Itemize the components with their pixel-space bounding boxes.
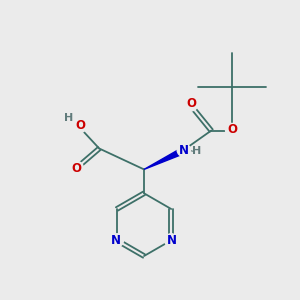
Text: H: H xyxy=(192,146,202,157)
Circle shape xyxy=(226,123,239,136)
Polygon shape xyxy=(144,149,183,170)
Circle shape xyxy=(70,161,83,175)
Text: O: O xyxy=(75,119,85,132)
Text: N: N xyxy=(179,143,189,157)
Circle shape xyxy=(177,143,190,157)
Text: N: N xyxy=(167,234,177,248)
Circle shape xyxy=(110,234,123,247)
Text: H: H xyxy=(64,113,73,123)
Text: N: N xyxy=(111,234,121,248)
Text: O: O xyxy=(72,162,82,175)
Text: O: O xyxy=(227,124,237,136)
Circle shape xyxy=(184,98,198,111)
Text: O: O xyxy=(186,97,196,110)
Circle shape xyxy=(165,234,178,247)
Circle shape xyxy=(73,119,86,133)
